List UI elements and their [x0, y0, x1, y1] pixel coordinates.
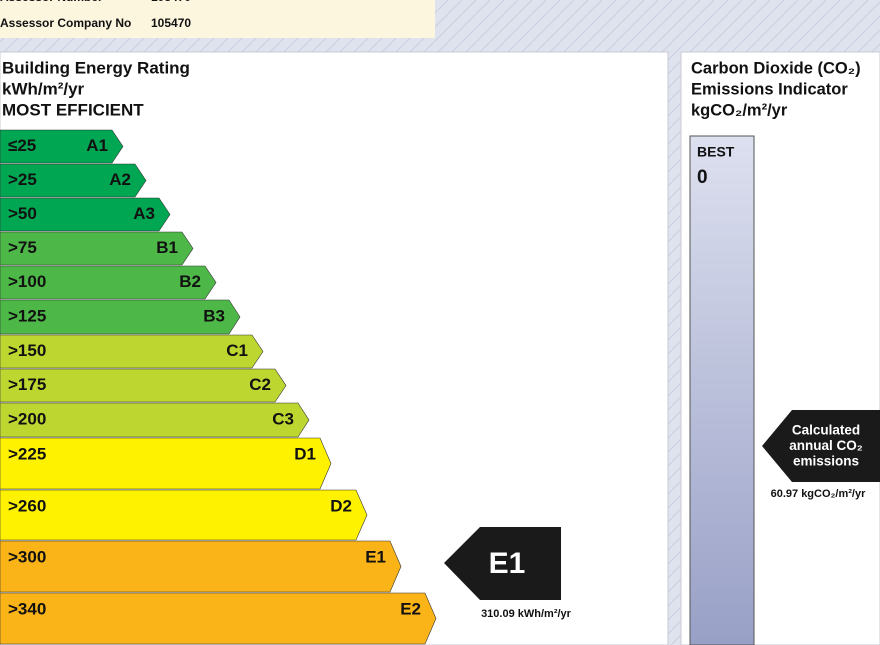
band-grade: E2 [400, 599, 421, 618]
band-grade: C2 [249, 375, 271, 394]
rating-band [0, 197, 171, 232]
rating-band [0, 437, 332, 490]
assessor-label: Assessor Number [0, 0, 103, 4]
band-grade: A2 [109, 170, 131, 189]
rating-band [0, 368, 287, 403]
co2-title: Emissions Indicator [691, 80, 848, 98]
band-range: >125 [8, 306, 46, 325]
rating-band [0, 163, 147, 198]
rating-band [0, 265, 217, 300]
co2-pointer-text: annual CO₂ [789, 438, 863, 453]
band-grade: D1 [294, 444, 316, 463]
band-range: >200 [8, 409, 46, 428]
rating-band [0, 129, 124, 164]
band-grade: D2 [330, 496, 352, 515]
energy-title: kWh/m²/yr [2, 79, 85, 98]
band-range: >100 [8, 272, 46, 291]
co2-best-label: BEST [697, 144, 735, 160]
rating-band [0, 231, 194, 266]
band-range: >225 [8, 444, 46, 463]
band-range: >150 [8, 341, 46, 360]
rating-band [0, 334, 264, 369]
rating-value: 310.09 kWh/m²/yr [481, 608, 572, 620]
co2-pointer [762, 410, 880, 482]
rating-band [0, 489, 368, 541]
rating-band [0, 540, 402, 593]
band-range: >340 [8, 599, 46, 618]
band-grade: A1 [86, 136, 108, 155]
rating-band [0, 592, 437, 645]
assessor-label: Assessor Company No [0, 16, 131, 30]
band-grade: B2 [179, 272, 201, 291]
co2-pointer-text: emissions [793, 454, 859, 469]
energy-title: Building Energy Rating [2, 58, 190, 77]
band-range: ≤25 [8, 136, 36, 155]
band-range: >260 [8, 496, 46, 515]
assessor-value: 105470 [151, 0, 191, 4]
band-grade: C3 [272, 409, 294, 428]
co2-title: kgCO₂/m²/yr [691, 101, 788, 119]
band-grade: B3 [203, 306, 225, 325]
rating-band [0, 299, 241, 335]
assessor-value: 105470 [151, 16, 191, 30]
co2-title: Carbon Dioxide (CO₂) [691, 59, 861, 77]
co2-value: 60.97 kgCO₂/m²/yr [771, 488, 866, 500]
band-range: >175 [8, 375, 46, 394]
band-grade: A3 [133, 204, 155, 223]
co2-scale-bar [689, 135, 755, 645]
band-range: >50 [8, 204, 37, 223]
rating-grade: E1 [489, 547, 526, 580]
rating-band [0, 402, 310, 438]
rating-pointer [444, 527, 561, 600]
co2-pointer-text: Calculated [792, 423, 860, 438]
assessor-box [0, 0, 435, 38]
co2-best-value: 0 [697, 167, 708, 188]
energy-title: MOST EFFICIENT [2, 100, 144, 119]
band-grade: E1 [365, 547, 386, 566]
band-range: >75 [8, 238, 37, 257]
band-grade: C1 [226, 341, 248, 360]
band-grade: B1 [156, 238, 178, 257]
band-range: >25 [8, 170, 37, 189]
band-range: >300 [8, 547, 46, 566]
